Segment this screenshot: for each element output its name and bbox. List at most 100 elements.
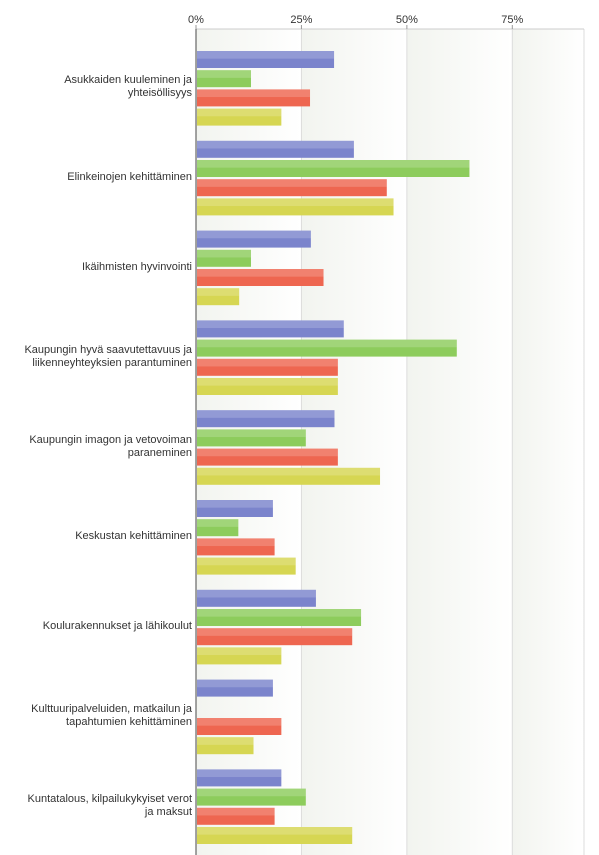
bar [197, 589, 316, 607]
bar [197, 500, 273, 517]
bar-highlight [197, 51, 335, 59]
bar-highlight [197, 249, 251, 258]
bar [197, 647, 282, 665]
bar [197, 519, 239, 537]
bar [197, 230, 311, 248]
category-label-line: Koulurakennukset ja lähikoulut [42, 619, 192, 632]
category-label-line: Asukkaiden kuuleminen ja [64, 74, 192, 87]
bar-highlight [197, 89, 311, 98]
bar [197, 249, 251, 267]
bar-group [197, 51, 335, 126]
category-label-line: Kaupungin imagon ja vetovoiman [29, 433, 192, 446]
category-label: Kaupungin hyvä saavutettavuus ja liikenne… [4, 344, 192, 370]
bars [197, 51, 470, 844]
category-label-line: tapahtumien kehittäminen [66, 716, 192, 728]
bar-highlight [197, 160, 470, 168]
bar-highlight [197, 609, 362, 617]
category-label-line: liikenneyhteyksien parantuminen [32, 356, 192, 369]
bar [197, 467, 381, 485]
category-label: Kuntatalous, kilpailukykyiset verot ja ma… [4, 793, 192, 819]
bar-highlight [197, 70, 251, 78]
bar-group [197, 769, 353, 844]
bar-highlight [197, 827, 353, 835]
bar [197, 827, 353, 844]
bar-highlight [197, 230, 311, 239]
bar-highlight [197, 320, 344, 329]
bar-group [197, 589, 362, 665]
bar [197, 609, 362, 626]
category-label-line: Elinkeinojen kehittäminen [67, 170, 192, 183]
bar-highlight [197, 269, 324, 277]
grid-band [512, 29, 584, 855]
bar [197, 179, 387, 197]
bar [197, 410, 335, 428]
bar-highlight [197, 429, 306, 438]
bar-highlight [197, 448, 338, 457]
bar-highlight [197, 467, 381, 476]
bar [197, 51, 335, 68]
bar [197, 89, 311, 107]
bar [197, 140, 354, 158]
bar-highlight [197, 769, 282, 778]
bar [197, 557, 296, 575]
bar-highlight [197, 647, 282, 656]
bar [197, 679, 273, 697]
bar [197, 788, 306, 806]
category-label-line: Kuntatalous, kilpailukykyiset verot [27, 792, 192, 805]
bar-highlight [197, 557, 296, 566]
bar-group [197, 140, 470, 216]
bar [197, 160, 470, 177]
bar [197, 358, 338, 376]
category-label: Koulurakennukset ja lähikoulut [4, 620, 192, 633]
category-label: Elinkeinojen kehittäminen [4, 171, 192, 184]
category-label-line: Kulttuuripalveluiden, matkailun ja [31, 703, 192, 715]
bar-highlight [197, 108, 282, 117]
bar [197, 320, 344, 338]
bar [197, 628, 353, 646]
bar [197, 198, 394, 216]
bar [197, 108, 282, 126]
bar [197, 718, 282, 735]
bar-highlight [197, 500, 273, 508]
bar-highlight [197, 358, 338, 367]
bar-highlight [197, 519, 239, 527]
bar-highlight [197, 628, 353, 636]
bar-highlight [197, 339, 457, 348]
bar [197, 737, 254, 755]
bar [197, 538, 275, 556]
bar [197, 70, 251, 88]
bar-group [197, 320, 457, 395]
bar-group [197, 679, 282, 755]
category-label: Ikäihmisten hyvinvointi [4, 261, 192, 274]
x-tick-label: 0% [188, 14, 204, 26]
x-tick-label: 50% [396, 14, 418, 26]
category-label-line: Kaupungin hyvä saavutettavuus ja [24, 343, 192, 356]
category-label-line: Keskustan kehittäminen [75, 529, 192, 542]
bar-highlight [197, 140, 354, 149]
category-label: Keskustan kehittäminen [4, 530, 192, 543]
bar [197, 769, 282, 787]
x-tick-label: 25% [290, 14, 312, 26]
category-label-line: Ikäihmisten hyvinvointi [81, 260, 192, 273]
bar-highlight [197, 378, 338, 386]
category-label: Asukkaiden kuuleminen ja yhteisöllisyys [4, 74, 192, 100]
bar [197, 378, 338, 395]
bar-group [197, 410, 381, 485]
category-label-line: paraneminen [127, 446, 192, 459]
bar-highlight [197, 410, 335, 418]
bar [197, 429, 306, 447]
x-axis-ticks: 0% 25% 50% 75% [188, 14, 524, 29]
bar-highlight [197, 807, 275, 816]
bar-highlight [197, 679, 273, 688]
bar-highlight [197, 198, 394, 207]
bar [197, 448, 338, 466]
category-label: Kaupungin imagon ja vetovoiman paranemine… [4, 434, 192, 460]
bar [197, 269, 324, 286]
bar-highlight [197, 179, 387, 187]
bar-highlight [197, 718, 282, 726]
bar-highlight [197, 788, 306, 797]
grid-band [406, 29, 513, 855]
category-label-line: yhteisöllisyys [127, 87, 192, 100]
bar-highlight [197, 589, 316, 598]
